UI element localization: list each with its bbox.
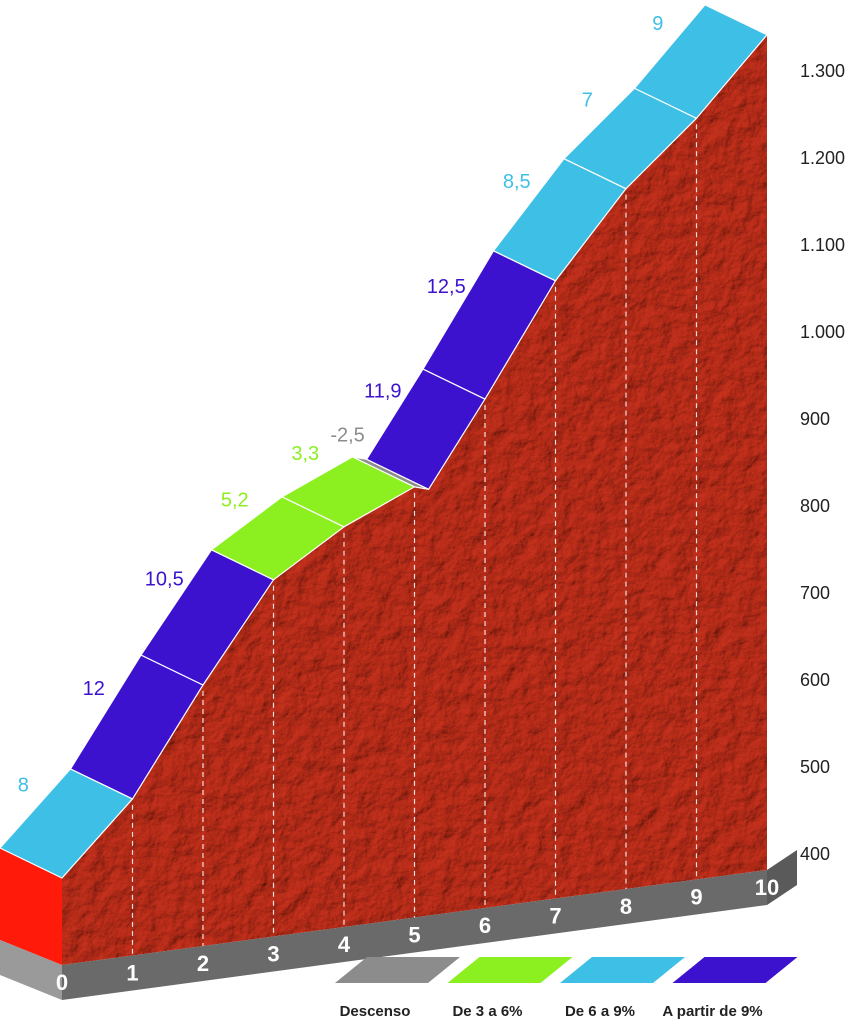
- y-tick-label: 1.100: [800, 235, 845, 255]
- y-tick-label: 1.200: [800, 148, 845, 168]
- x-tick-label: 1: [126, 960, 138, 985]
- y-tick-label: 1.300: [800, 61, 845, 81]
- legend-swatch: [447, 957, 573, 983]
- y-tick-label: 800: [800, 496, 830, 516]
- gradient-label: 11,9: [364, 380, 401, 402]
- gradient-label: 12: [83, 678, 105, 700]
- gradient-label: -2,5: [330, 424, 364, 446]
- x-tick-label: 4: [338, 932, 351, 957]
- x-tick-label: 10: [755, 875, 779, 900]
- gradient-label: 5,2: [221, 490, 249, 512]
- legend-swatch: [560, 957, 685, 983]
- gradient-label: 9: [652, 13, 663, 35]
- legend-label: A partir de 9%: [662, 1003, 762, 1020]
- base-right: [767, 850, 797, 905]
- gradient-label: 3,3: [291, 443, 319, 465]
- x-tick-label: 0: [56, 970, 68, 995]
- segment: [633, 4, 768, 119]
- y-tick-label: 400: [800, 844, 830, 864]
- gradient-label: 7: [582, 90, 593, 112]
- x-tick-label: 9: [690, 884, 702, 909]
- x-tick-label: 6: [479, 913, 491, 938]
- x-tick-label: 7: [549, 903, 561, 928]
- y-tick-label: 1.000: [800, 322, 845, 342]
- x-tick-label: 8: [620, 894, 632, 919]
- left-face: [0, 848, 62, 965]
- gradient-label: 8,5: [503, 171, 531, 193]
- base-left: [0, 940, 62, 1000]
- profile-face: [62, 34, 767, 966]
- y-tick-label: 600: [800, 670, 830, 690]
- y-tick-label: 900: [800, 409, 830, 429]
- legend-swatch: [335, 957, 460, 983]
- x-tick-label: 3: [267, 941, 279, 966]
- legend-label: De 3 a 6%: [452, 1003, 522, 1020]
- legend-swatch: [672, 957, 798, 983]
- gradient-label: 12,5: [427, 276, 466, 298]
- base-front: [62, 870, 767, 1000]
- legend-label: Descenso: [340, 1003, 411, 1020]
- gradient-label: 10,5: [145, 569, 184, 591]
- legend-label: De 6 a 9%: [565, 1003, 635, 1020]
- x-tick-label: 5: [408, 922, 420, 947]
- gradient-label: 8: [18, 775, 29, 797]
- y-tick-label: 700: [800, 583, 830, 603]
- y-tick-label: 500: [800, 757, 830, 777]
- x-tick-label: 2: [197, 951, 209, 976]
